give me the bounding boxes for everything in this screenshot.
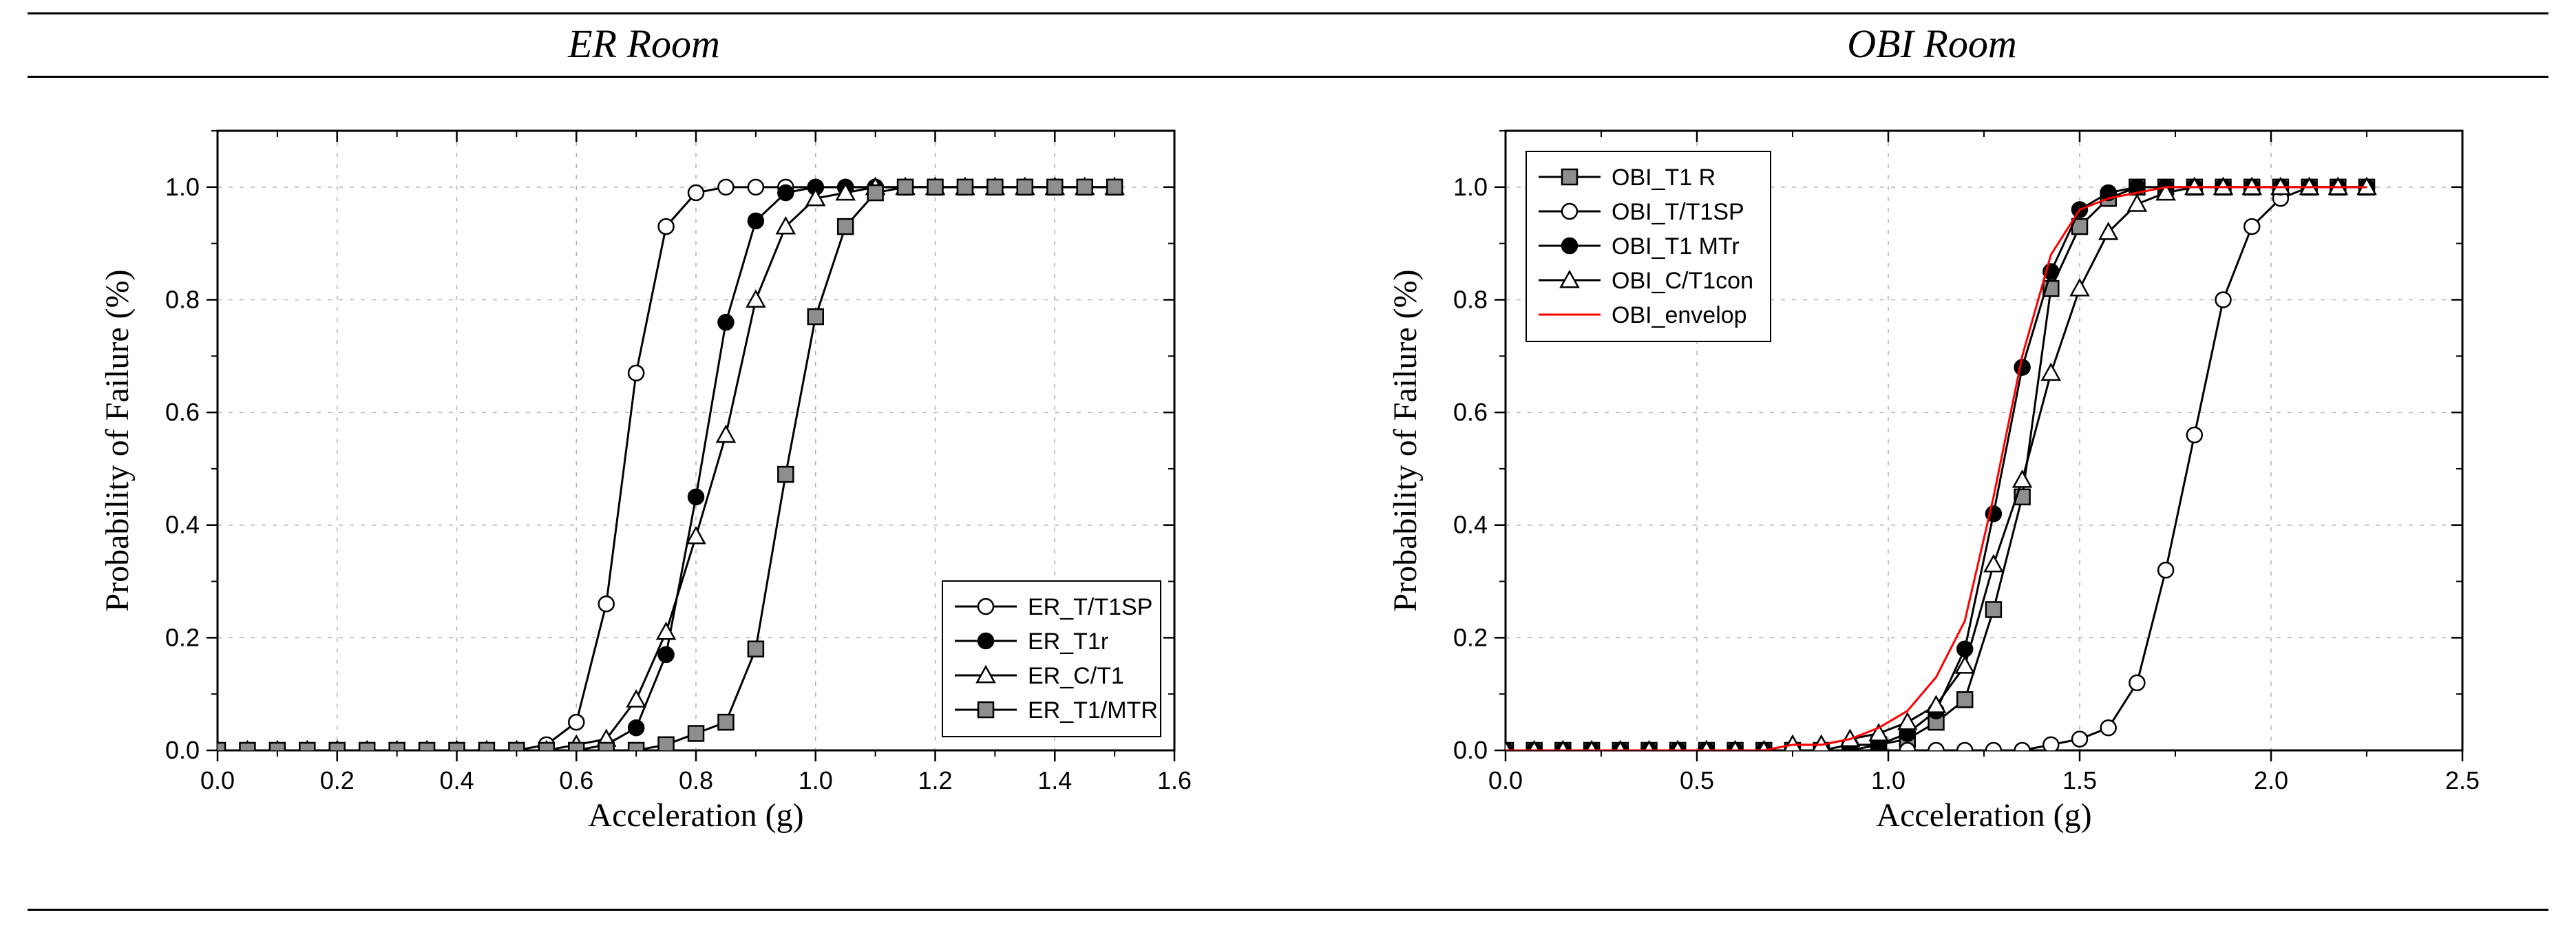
svg-text:0.8: 0.8	[1453, 285, 1487, 313]
svg-text:1.0: 1.0	[165, 173, 199, 201]
svg-text:0.0: 0.0	[200, 766, 234, 794]
svg-text:1.4: 1.4	[1037, 766, 1072, 794]
svg-text:1.2: 1.2	[918, 766, 952, 794]
svg-text:0.8: 0.8	[678, 766, 712, 794]
er-room-chart: 0.0 0.2 0.4 0.6 0.8 1.0 1.2 1.4 1.6 0.0 0.2 0.4 0.6 0…	[87, 110, 1202, 854]
svg-text:0.2: 0.2	[319, 766, 354, 794]
svg-text:1.5: 1.5	[2062, 766, 2096, 794]
right-column-title: OBI Room	[1288, 21, 2576, 74]
svg-text:Acceleration (g): Acceleration (g)	[1876, 797, 2091, 834]
svg-text:ER_T1/MTR: ER_T1/MTR	[1028, 697, 1158, 724]
charts-row: 0.00.20.40.60.81.01.21.41.60.00.20.40.60…	[0, 96, 2576, 895]
svg-text:0.4: 0.4	[439, 766, 474, 794]
svg-text:0.4: 0.4	[1453, 511, 1487, 539]
svg-text:1.0: 1.0	[1453, 173, 1487, 201]
svg-text:OBI_T/T1SP: OBI_T/T1SP	[1612, 199, 1744, 225]
svg-text:OBI_C/T1con: OBI_C/T1con	[1612, 268, 1753, 294]
svg-text:ER_T/T1SP: ER_T/T1SP	[1028, 594, 1152, 620]
svg-text:0.0: 0.0	[1453, 736, 1487, 764]
svg-text:0.6: 0.6	[559, 766, 593, 794]
svg-text:0.2: 0.2	[1453, 623, 1487, 651]
svg-text:0.8: 0.8	[165, 285, 199, 313]
svg-text:0.6: 0.6	[165, 398, 199, 426]
svg-text:0.5: 0.5	[1679, 766, 1713, 794]
svg-text:Probability of Failure (%): Probability of Failure (%)	[99, 269, 136, 611]
svg-text:0.4: 0.4	[165, 511, 199, 539]
rule-bottom	[28, 909, 2548, 911]
svg-text:0.0: 0.0	[165, 736, 199, 764]
svg-text:OBI_T1 MTr: OBI_T1 MTr	[1612, 233, 1740, 260]
svg-text:2.5: 2.5	[2445, 766, 2479, 794]
svg-text:0.2: 0.2	[165, 623, 199, 651]
svg-text:Probability of Failure (%): Probability of Failure (%)	[1387, 269, 1424, 611]
left-chart-cell: 0.0 0.2 0.4 0.6 0.8 1.0 1.2 1.4 1.6 0.0 0.2 0.4 0.6 0…	[0, 96, 1288, 895]
figure-page: ER Room OBI Room 0.0 0.2 0.4 0.6 0.8 1.0 1.2 1.…	[0, 0, 2576, 939]
svg-text:OBI_envelop: OBI_envelop	[1612, 302, 1747, 328]
svg-text:1.6: 1.6	[1157, 766, 1191, 794]
svg-text:Acceleration (g): Acceleration (g)	[588, 797, 803, 834]
left-column-title: ER Room	[0, 21, 1288, 74]
obi-room-chart: 0.0 0.5 1.0 1.5 2.0 2.5 0.0 0.2 0.4 0.6 0.8 1.0 Acce…	[1375, 110, 2490, 854]
svg-text:ER_T1r: ER_T1r	[1028, 629, 1108, 655]
svg-text:0.6: 0.6	[1453, 398, 1487, 426]
column-titles: ER Room OBI Room	[0, 21, 2576, 74]
svg-text:ER_C/T1: ER_C/T1	[1028, 663, 1124, 689]
svg-text:OBI_T1 R: OBI_T1 R	[1612, 165, 1715, 191]
svg-text:1.0: 1.0	[798, 766, 832, 794]
svg-text:2.0: 2.0	[2253, 766, 2288, 794]
rule-mid	[28, 76, 2548, 78]
svg-text:0.0: 0.0	[1488, 766, 1522, 794]
right-chart-cell: 0.0 0.5 1.0 1.5 2.0 2.5 0.0 0.2 0.4 0.6 0.8 1.0 Acce…	[1288, 96, 2576, 895]
svg-text:1.0: 1.0	[1870, 766, 1905, 794]
rule-top	[28, 12, 2548, 14]
